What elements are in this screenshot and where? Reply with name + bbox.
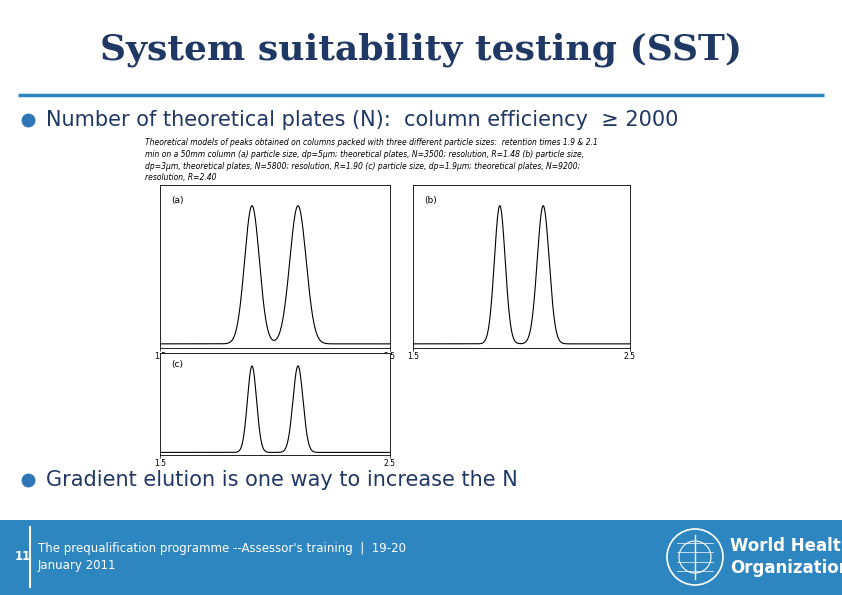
Text: Gradient elution is one way to increase the N: Gradient elution is one way to increase … [46,470,518,490]
Text: (c): (c) [172,360,184,369]
Text: Theoretical models of peaks obtained on columns packed with three different part: Theoretical models of peaks obtained on … [145,138,598,183]
Text: (b): (b) [424,196,437,205]
Text: World Health
Organization: World Health Organization [730,537,842,577]
Text: The prequalification programme --Assessor's training  |  19-20
January 2011: The prequalification programme --Assesso… [38,542,406,572]
Text: Number of theoretical plates (N):  column efficiency  ≥ 2000: Number of theoretical plates (N): column… [46,110,679,130]
Text: System suitability testing (SST): System suitability testing (SST) [100,33,742,67]
Text: 11: 11 [15,550,31,563]
Bar [0,520,842,595]
Text: (a): (a) [172,196,184,205]
